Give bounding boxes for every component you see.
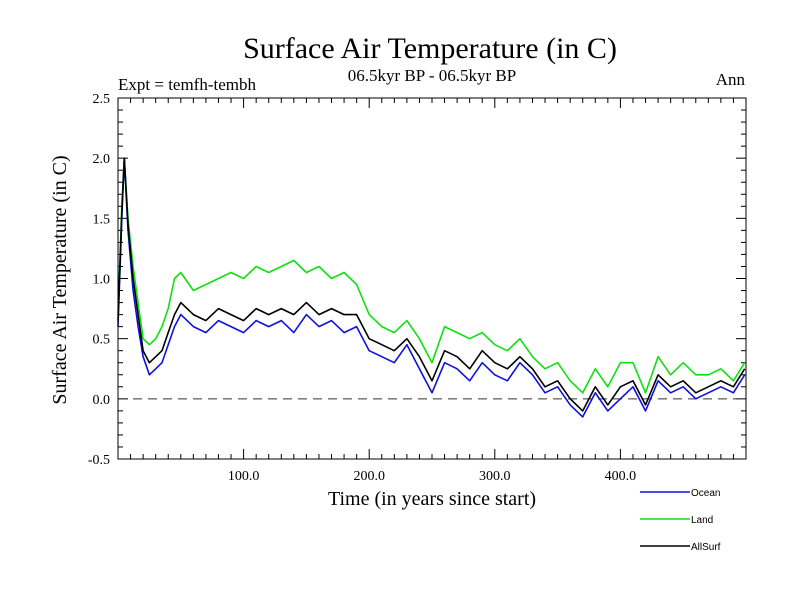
legend-label-ocean: Ocean bbox=[691, 488, 720, 499]
series-line-land bbox=[117, 157, 746, 394]
x-axis-label: Time (in years since start) bbox=[328, 488, 536, 510]
y-tick-label: 2.5 bbox=[93, 92, 111, 107]
chart-subtitle: 06.5kyr BP - 06.5kyr BP bbox=[348, 66, 516, 85]
series-line-allsurf bbox=[117, 157, 746, 412]
chart-title: Surface Air Temperature (in C) bbox=[243, 32, 617, 65]
plot-frame bbox=[117, 97, 747, 460]
legend: Ocean Land AllSurf bbox=[640, 488, 721, 553]
x-tick-label: 200.0 bbox=[353, 469, 385, 484]
axis-ticks bbox=[118, 98, 746, 459]
y-tick-label: 1.5 bbox=[93, 212, 111, 227]
y-tick-label: 0.5 bbox=[93, 333, 111, 348]
season-label: Ann bbox=[716, 70, 746, 89]
y-axis-label: Surface Air Temperature (in C) bbox=[49, 155, 71, 404]
experiment-label: Expt = temfh-tembh bbox=[118, 75, 257, 94]
y-tick-label: 0.0 bbox=[93, 393, 111, 408]
series-line-ocean bbox=[117, 157, 746, 418]
legend-label-land: Land bbox=[691, 515, 713, 526]
x-tick-label: 400.0 bbox=[605, 469, 637, 484]
tick-labels: 100.0 200.0 300.0 400.0 -0.5 0.0 0.5 1.0 1.5 2.0 2… bbox=[88, 92, 636, 484]
y-tick-label: 2.0 bbox=[93, 152, 111, 167]
x-tick-label: 100.0 bbox=[228, 469, 260, 484]
y-tick-label: -0.5 bbox=[88, 453, 110, 468]
series-lines bbox=[117, 157, 746, 418]
legend-label-allsurf: AllSurf bbox=[691, 542, 721, 553]
y-tick-label: 1.0 bbox=[93, 273, 111, 288]
x-tick-label: 300.0 bbox=[479, 469, 511, 484]
